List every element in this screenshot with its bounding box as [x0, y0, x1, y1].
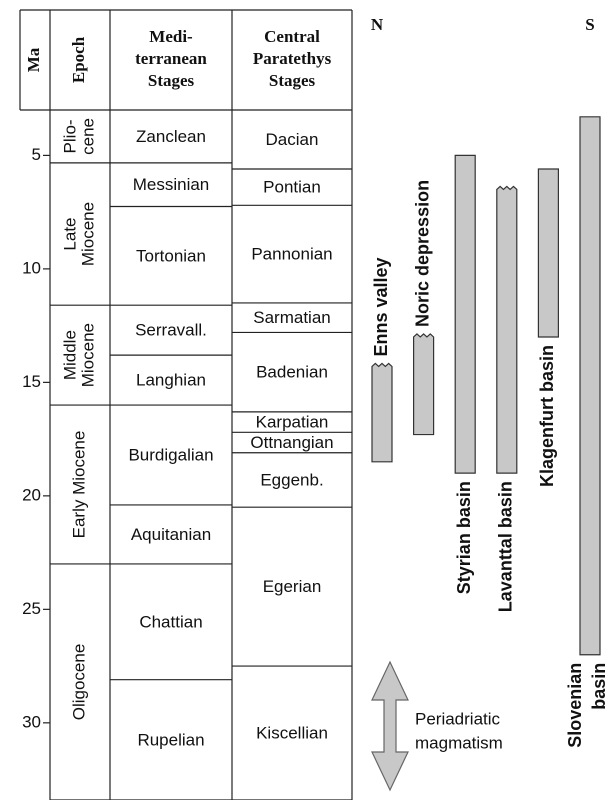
- epoch-label: Plio-: [60, 119, 79, 153]
- basin-label: basin: [589, 663, 609, 710]
- basin-label: Klagenfurt basin: [537, 345, 557, 487]
- basin-bar: [537, 168, 559, 338]
- stage-label: Kiscellian: [256, 724, 328, 743]
- basin-label: Styrian basin: [454, 481, 474, 594]
- stage-label: Rupelian: [137, 730, 204, 749]
- basin-label: Noric depression: [412, 180, 432, 327]
- epoch-label: Early Miocene: [69, 431, 88, 539]
- epoch-label: cene: [78, 118, 97, 155]
- column-header: Paratethys: [253, 49, 332, 68]
- stage-label: Karpatian: [256, 413, 329, 432]
- magmatism-label: Periadriatic: [415, 709, 501, 728]
- basin-bar: [496, 185, 518, 474]
- epoch-label: Miocene: [78, 202, 97, 266]
- stage-label: Pannonian: [251, 245, 332, 264]
- tick-label: 30: [22, 712, 41, 731]
- basin-bar: [579, 116, 601, 656]
- tick-label: 20: [22, 485, 41, 504]
- basin-label: Enns valley: [371, 257, 391, 356]
- epoch-label: Late: [60, 217, 79, 250]
- basin-bar: [454, 154, 476, 474]
- stage-label: Ottnangian: [250, 433, 333, 452]
- stage-label: Dacian: [266, 130, 319, 149]
- basin-bar: [413, 333, 435, 436]
- column-header: terranean: [135, 49, 207, 68]
- tick-label: 5: [32, 145, 41, 164]
- stage-label: Egerian: [263, 577, 322, 596]
- column-header: Epoch: [69, 36, 88, 83]
- tick-label: 25: [22, 599, 41, 618]
- epoch-label: Oligocene: [69, 644, 88, 721]
- epoch-label: Middle: [60, 330, 79, 380]
- stage-label: Aquitanian: [131, 525, 211, 544]
- stage-label: Messinian: [133, 175, 210, 194]
- basin-bar: [371, 362, 393, 463]
- stage-label: Tortonian: [136, 246, 206, 265]
- stage-label: Pontian: [263, 178, 321, 197]
- magmatism-arrow: [371, 660, 409, 792]
- stage-label: Langhian: [136, 371, 206, 390]
- column-header: Stages: [269, 71, 316, 90]
- stage-label: Chattian: [139, 612, 202, 631]
- south-label: S: [585, 15, 594, 34]
- stage-label: Burdigalian: [128, 445, 213, 464]
- epoch-label: Miocene: [78, 323, 97, 387]
- tick-label: 15: [22, 372, 41, 391]
- basin-label: Slovenian: [565, 663, 585, 748]
- north-label: N: [371, 15, 384, 34]
- tick-label: 10: [22, 258, 41, 277]
- stage-label: Sarmatian: [253, 308, 330, 327]
- column-header: Medi-: [149, 27, 193, 46]
- column-header: Central: [264, 27, 320, 46]
- stage-label: Eggenb.: [260, 470, 323, 489]
- stage-label: Zanclean: [136, 127, 206, 146]
- stage-label: Badenian: [256, 363, 328, 382]
- column-header: Stages: [148, 71, 195, 90]
- axis-label: Ma: [24, 47, 43, 72]
- magmatism-label: magmatism: [415, 733, 503, 752]
- stage-label: Serravall.: [135, 321, 207, 340]
- basin-label: Lavanttal basin: [496, 481, 516, 612]
